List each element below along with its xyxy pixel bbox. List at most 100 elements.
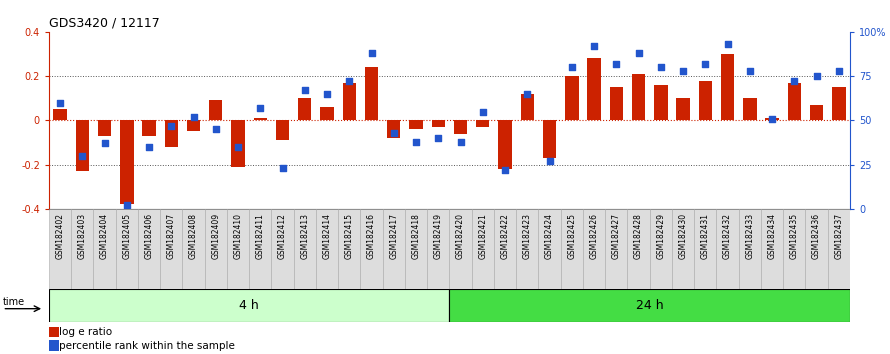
Point xyxy=(810,73,824,79)
Text: GSM182427: GSM182427 xyxy=(611,213,621,259)
Bar xyxy=(98,120,111,136)
Bar xyxy=(516,209,538,289)
Point xyxy=(297,87,312,93)
Bar xyxy=(672,209,694,289)
Text: GSM182430: GSM182430 xyxy=(678,213,688,259)
Text: log e ratio: log e ratio xyxy=(59,327,112,337)
Text: 24 h: 24 h xyxy=(635,299,664,312)
Text: GSM182428: GSM182428 xyxy=(634,213,643,259)
Text: GSM182404: GSM182404 xyxy=(100,213,109,259)
Point xyxy=(320,91,334,97)
Bar xyxy=(605,209,627,289)
Bar xyxy=(565,76,578,120)
Point xyxy=(386,130,400,136)
Bar xyxy=(427,209,449,289)
Bar xyxy=(494,209,516,289)
Bar xyxy=(71,209,93,289)
Bar xyxy=(805,209,828,289)
Text: GSM182422: GSM182422 xyxy=(500,213,510,259)
Text: GSM182432: GSM182432 xyxy=(723,213,732,259)
Bar xyxy=(449,289,850,322)
Point xyxy=(542,158,557,164)
Text: GSM182409: GSM182409 xyxy=(211,213,221,259)
Bar xyxy=(828,209,850,289)
Bar xyxy=(676,98,690,120)
Text: GSM182402: GSM182402 xyxy=(55,213,65,259)
Bar xyxy=(432,120,445,127)
Bar xyxy=(138,209,160,289)
Bar xyxy=(449,209,472,289)
Text: GSM182403: GSM182403 xyxy=(77,213,87,259)
Text: GSM182423: GSM182423 xyxy=(522,213,532,259)
Text: GSM182418: GSM182418 xyxy=(411,213,421,259)
Bar xyxy=(343,83,356,120)
Text: GSM182435: GSM182435 xyxy=(789,213,799,259)
Point xyxy=(98,141,112,146)
Point xyxy=(698,61,712,67)
Bar xyxy=(187,120,200,131)
Bar xyxy=(454,120,467,134)
Text: GSM182433: GSM182433 xyxy=(745,213,755,259)
Text: 4 h: 4 h xyxy=(239,299,259,312)
Text: GSM182412: GSM182412 xyxy=(278,213,287,259)
Bar xyxy=(476,120,490,127)
Text: GSM182410: GSM182410 xyxy=(233,213,243,259)
Text: GSM182419: GSM182419 xyxy=(433,213,443,259)
Text: GSM182426: GSM182426 xyxy=(589,213,599,259)
Bar xyxy=(405,209,427,289)
Bar xyxy=(627,209,650,289)
Text: time: time xyxy=(3,297,25,307)
Point xyxy=(564,64,578,70)
Bar xyxy=(49,341,59,351)
Bar xyxy=(160,209,182,289)
Point xyxy=(53,100,68,105)
Point xyxy=(164,123,178,129)
Bar xyxy=(654,85,668,120)
Bar xyxy=(294,209,316,289)
Text: GSM182416: GSM182416 xyxy=(367,213,376,259)
Bar xyxy=(49,209,71,289)
Bar xyxy=(716,209,739,289)
Bar xyxy=(743,98,756,120)
Text: GSM182424: GSM182424 xyxy=(545,213,554,259)
Point xyxy=(142,144,157,150)
Point xyxy=(431,135,445,141)
Bar xyxy=(93,209,116,289)
Text: GSM182415: GSM182415 xyxy=(344,213,354,259)
Point xyxy=(831,68,845,74)
Text: GSM182436: GSM182436 xyxy=(812,213,821,259)
Point xyxy=(587,43,602,49)
Point xyxy=(208,126,222,132)
Text: GSM182406: GSM182406 xyxy=(144,213,154,259)
Bar xyxy=(739,209,761,289)
Bar xyxy=(316,209,338,289)
Point xyxy=(653,64,668,70)
Bar xyxy=(298,98,312,120)
Point xyxy=(765,116,780,121)
Bar xyxy=(765,118,779,120)
Bar xyxy=(205,209,227,289)
Point xyxy=(187,114,201,120)
Text: GSM182414: GSM182414 xyxy=(322,213,332,259)
Text: GSM182421: GSM182421 xyxy=(478,213,488,259)
Bar xyxy=(498,120,512,169)
Point xyxy=(409,139,424,144)
Bar xyxy=(53,109,67,120)
Bar xyxy=(583,209,605,289)
Point xyxy=(609,61,623,67)
Bar xyxy=(761,209,783,289)
Bar xyxy=(543,120,556,158)
Point xyxy=(231,144,246,150)
Text: GSM182437: GSM182437 xyxy=(834,213,844,259)
Point xyxy=(453,139,468,144)
Bar xyxy=(338,209,360,289)
Text: GSM182411: GSM182411 xyxy=(255,213,265,259)
Bar xyxy=(521,94,534,120)
Text: GSM182431: GSM182431 xyxy=(700,213,710,259)
Bar xyxy=(365,67,378,120)
Text: GSM182425: GSM182425 xyxy=(567,213,577,259)
Text: GSM182408: GSM182408 xyxy=(189,213,198,259)
Bar xyxy=(561,209,583,289)
Text: GDS3420 / 12117: GDS3420 / 12117 xyxy=(49,16,159,29)
Bar xyxy=(276,120,289,140)
